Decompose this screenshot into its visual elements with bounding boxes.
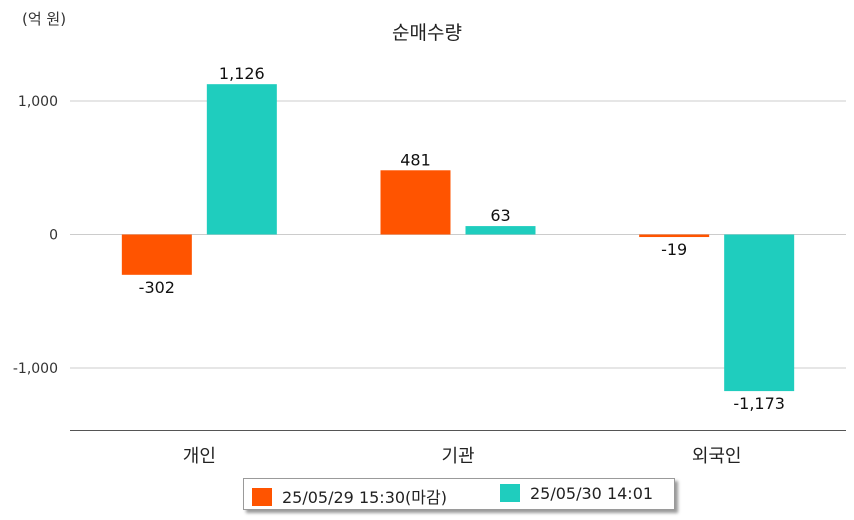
bar-외국인-series-1	[639, 234, 710, 238]
bar-개인-series-2	[206, 84, 277, 235]
unit-label: (억 원)	[22, 10, 67, 28]
data-label-외국인-series-1: -19	[661, 240, 687, 259]
legend-swatch-series-1	[252, 488, 272, 506]
data-label-기관-series-2: 63	[490, 206, 510, 225]
chart-title: 순매수량	[392, 22, 462, 44]
legend-label-series-2: 25/05/30 14:01	[530, 484, 654, 503]
bar-chart: 1,000 0 -1,000 개인 -302 1,126 기관 481 63 외국인 -19 -1,1…	[13, 64, 846, 467]
y-tick-label-2: -1,000	[13, 361, 58, 377]
bar-외국인-series-2	[724, 234, 795, 392]
x-category-label-1: 기관	[441, 446, 474, 467]
bar-기관-series-2	[465, 226, 536, 235]
bar-기관-series-1	[380, 170, 451, 235]
legend: 25/05/29 15:30(마감) 25/05/30 14:01	[243, 478, 675, 510]
legend-item-series-1: 25/05/29 15:30(마감)	[252, 484, 447, 508]
x-category-label-2: 외국인	[692, 446, 742, 467]
y-tick-label-1: 0	[49, 228, 58, 244]
bar-개인-series-1	[121, 234, 192, 275]
legend-swatch-series-2	[500, 484, 520, 502]
data-label-기관-series-1: 481	[400, 150, 431, 169]
data-label-외국인-series-2: -1,173	[733, 394, 785, 413]
legend-label-series-1: 25/05/29 15:30(마감)	[282, 488, 447, 507]
y-tick-label-0: 1,000	[18, 94, 58, 110]
x-category-label-0: 개인	[183, 446, 216, 467]
data-label-개인-series-2: 1,126	[219, 64, 265, 83]
legend-item-series-2: 25/05/30 14:01	[500, 484, 653, 503]
data-label-개인-series-1: -302	[139, 278, 175, 297]
